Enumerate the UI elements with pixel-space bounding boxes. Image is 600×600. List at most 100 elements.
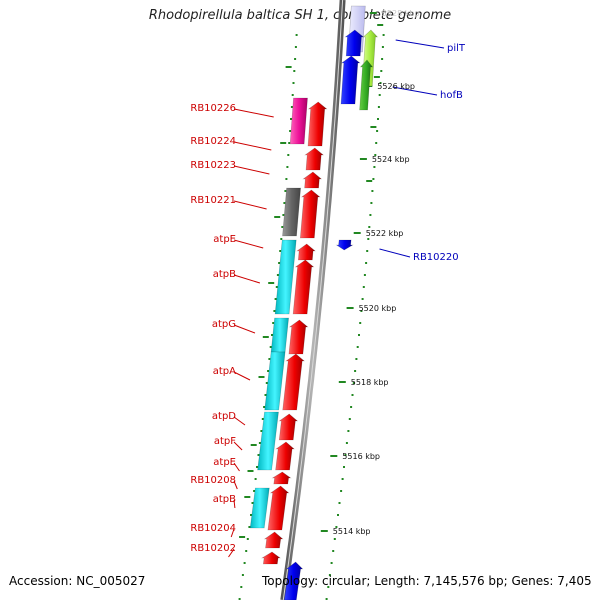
- guide-dot: [379, 82, 382, 84]
- gene-label: atpD: [212, 411, 236, 422]
- guide-dot: [295, 34, 298, 36]
- gene-features: [249, 5, 379, 600]
- guide-dot: [274, 298, 277, 300]
- label-connector: [392, 86, 438, 96]
- accession-text: Accession: NC_005027: [9, 574, 146, 588]
- guide-dot: [381, 58, 384, 60]
- guide-dot: [361, 298, 364, 300]
- guide-dot: [273, 310, 276, 312]
- gene-label: pilT: [447, 43, 466, 54]
- guide-dot: [278, 262, 281, 264]
- gene-label: RB10208: [190, 475, 236, 486]
- guide-dash: [373, 76, 380, 78]
- guide-dot: [276, 274, 279, 276]
- guide-dot: [330, 562, 333, 564]
- guide-dot: [366, 250, 369, 252]
- guide-dot: [284, 190, 287, 192]
- kbp-tick-mark: [346, 307, 354, 309]
- guide-dot: [260, 430, 263, 432]
- guide-dash: [285, 66, 292, 68]
- guide-dash: [370, 126, 377, 128]
- guide-dot: [373, 166, 376, 168]
- guide-dot: [265, 382, 268, 384]
- guide-dot: [354, 370, 357, 372]
- guide-dot: [347, 430, 350, 432]
- guide-dot: [350, 406, 353, 408]
- guide-dot: [338, 502, 341, 504]
- guide-dot: [377, 118, 379, 120]
- guide-dot: [365, 262, 368, 264]
- gene-forward-arrow: [267, 485, 290, 531]
- gene-reverse-block: [257, 411, 279, 471]
- guide-dash: [366, 180, 373, 182]
- gene-forward-arrow: [282, 353, 306, 411]
- guide-dot: [289, 130, 292, 132]
- guide-dot: [257, 454, 260, 456]
- genome-backbone: [280, 0, 346, 600]
- guide-dot: [372, 178, 375, 180]
- kbp-tick-label: 5524 kbp: [372, 155, 410, 164]
- guide-dash: [262, 336, 269, 338]
- guide-dot: [355, 358, 358, 360]
- kbp-tick-label: 5520 kbp: [359, 304, 397, 313]
- gene-label: atpG: [212, 319, 236, 330]
- guide-dot: [250, 514, 252, 516]
- guide-dot: [328, 574, 331, 576]
- guide-dot: [258, 442, 261, 444]
- guide-dot: [335, 526, 338, 528]
- label-connector: [233, 416, 246, 426]
- guide-dash: [247, 470, 254, 472]
- guide-dot: [352, 382, 355, 384]
- guide-dot: [285, 178, 288, 180]
- guide-dot: [327, 586, 330, 588]
- guide-dot: [293, 70, 296, 72]
- guide-dot: [290, 118, 292, 120]
- guide-dot: [268, 358, 271, 360]
- kbp-tick-mark: [330, 455, 338, 457]
- label-connector: [395, 39, 445, 49]
- map-labels: 5528 kbp 5526 kbp 5524 kbp 5522 kbp 5520 kbp…: [190, 9, 466, 554]
- guide-dot: [261, 418, 264, 420]
- guide-dot: [374, 154, 377, 156]
- guide-dash: [274, 216, 281, 218]
- guide-dot: [367, 238, 370, 240]
- gene-green-arrow: [359, 59, 374, 111]
- gene-label: atpB: [213, 269, 236, 280]
- gene-blue-arrow: [344, 29, 365, 57]
- label-connector: [233, 165, 270, 175]
- gene-forward-arrow: [296, 243, 316, 261]
- guide-dot: [245, 550, 248, 552]
- guide-dot: [345, 442, 348, 444]
- kbp-tick-label: 5514 kbp: [333, 527, 371, 536]
- gene-label: RB10220: [413, 252, 459, 263]
- guide-dot: [332, 550, 335, 552]
- guide-dot: [240, 586, 243, 588]
- guide-dot: [341, 478, 344, 480]
- guide-dot: [243, 562, 246, 564]
- kbp-tick-mark: [320, 530, 328, 532]
- guide-dot: [256, 466, 258, 468]
- guide-dash: [377, 24, 384, 26]
- label-connector: [233, 274, 261, 284]
- gene-forward-arrow: [275, 441, 295, 471]
- guide-dot: [344, 454, 347, 456]
- backbone-highlight: [282, 0, 344, 600]
- guide-dot: [264, 394, 267, 396]
- guide-dot: [251, 502, 254, 504]
- guide-dot: [238, 598, 241, 600]
- guide-dot: [254, 478, 257, 480]
- guide-dot: [253, 490, 256, 492]
- gene-label: RB10221: [190, 195, 236, 206]
- guide-dot: [356, 346, 359, 348]
- guide-dot: [358, 334, 360, 336]
- guide-dot: [369, 214, 372, 216]
- gene-forward-arrow: [278, 413, 299, 441]
- gene-label: RB10202: [190, 543, 236, 554]
- guide-dot: [246, 538, 249, 540]
- guide-dot: [381, 46, 384, 48]
- gene-gray-block: [282, 187, 301, 237]
- gene-reverse-block: [249, 487, 270, 529]
- guide-dot: [359, 322, 362, 324]
- guide-dash: [239, 536, 246, 538]
